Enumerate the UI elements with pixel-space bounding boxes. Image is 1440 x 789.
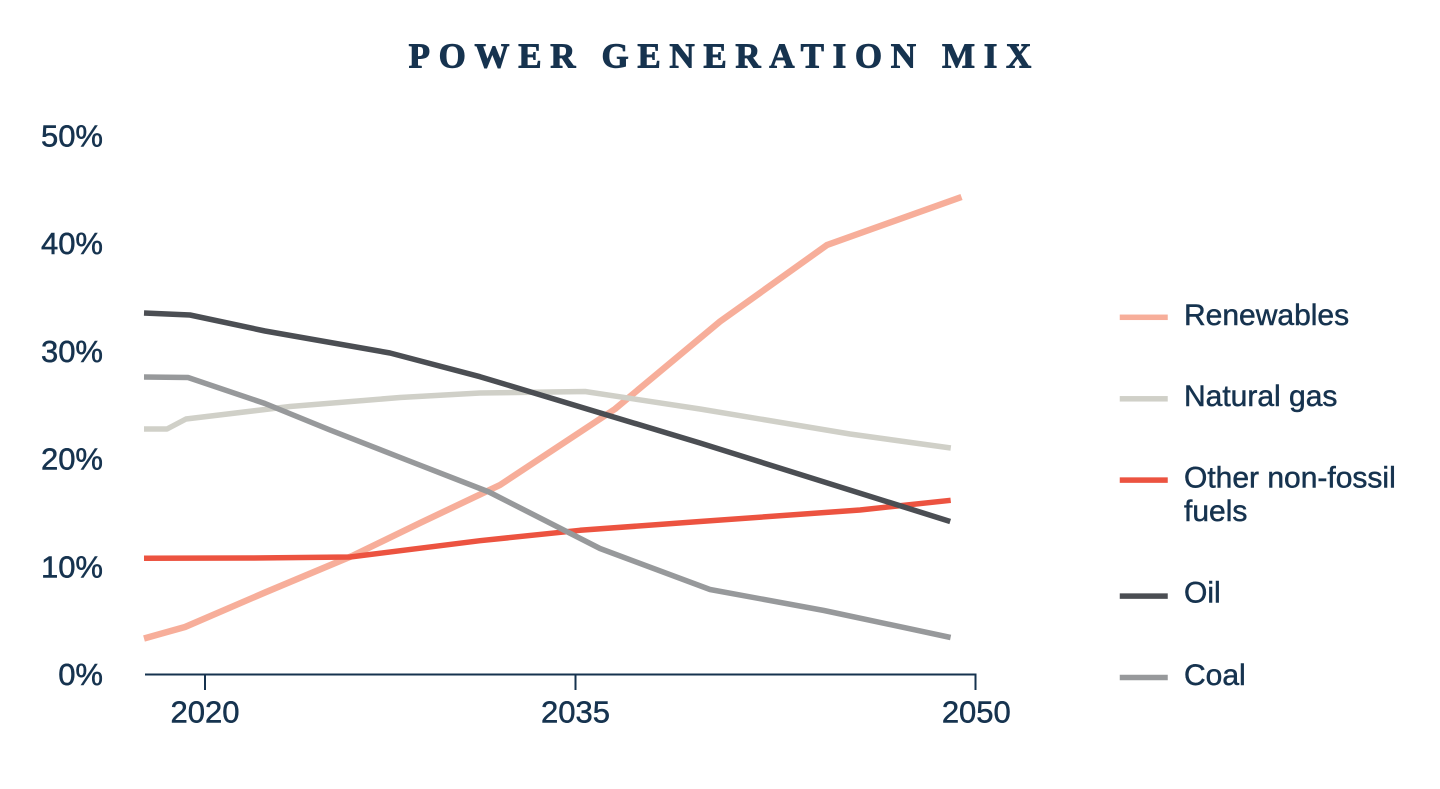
svg-text:Natural gas: Natural gas [1184, 380, 1337, 413]
svg-text:Renewables: Renewables [1184, 299, 1349, 332]
svg-text:0%: 0% [58, 657, 103, 692]
svg-text:Oil: Oil [1184, 577, 1221, 610]
svg-text:50%: 50% [41, 118, 103, 153]
svg-text:fuels: fuels [1184, 495, 1247, 528]
svg-text:2050: 2050 [942, 694, 1011, 729]
svg-text:30%: 30% [41, 334, 103, 369]
svg-text:Other non-fossil: Other non-fossil [1184, 462, 1396, 495]
svg-text:2035: 2035 [541, 694, 610, 729]
svg-text:POWER GENERATION MIX: POWER GENERATION MIX [409, 37, 1040, 76]
svg-text:10%: 10% [41, 549, 103, 584]
svg-text:20%: 20% [41, 442, 103, 477]
svg-text:40%: 40% [41, 226, 103, 261]
svg-text:2020: 2020 [171, 694, 240, 729]
svg-text:Coal: Coal [1184, 659, 1246, 692]
